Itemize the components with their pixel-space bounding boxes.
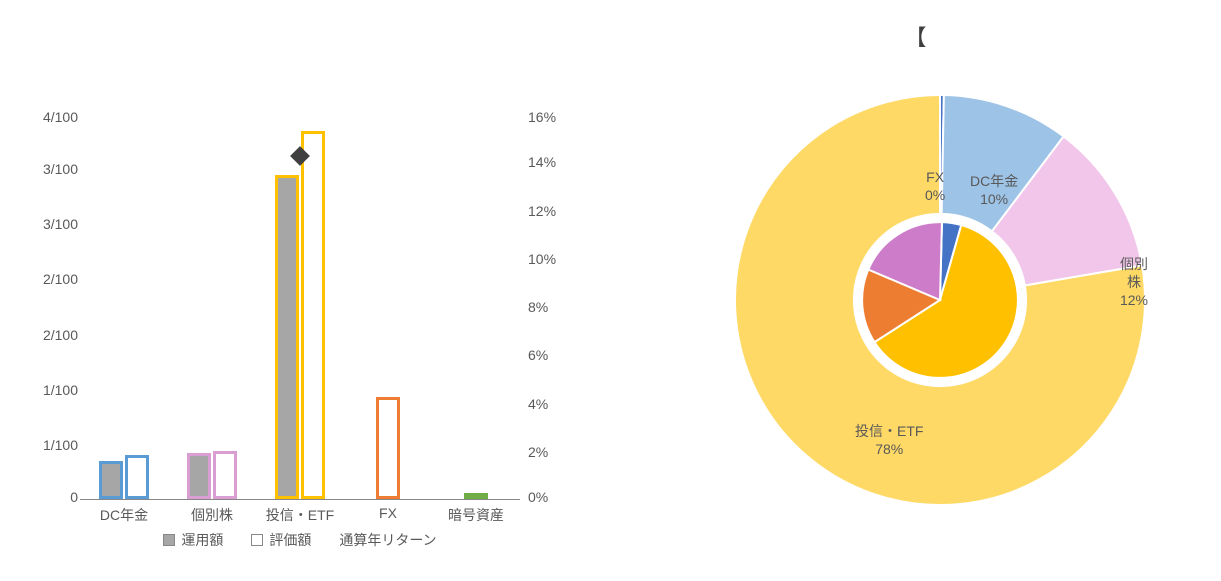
- y-right-tick: 4%: [528, 397, 578, 411]
- x-label: 暗号資産: [432, 505, 520, 525]
- y-right-tick: 16%: [528, 110, 578, 124]
- legend-valuation: 評価額: [251, 530, 311, 550]
- y-right-tick: 2%: [528, 445, 578, 459]
- x-label: DC年金: [80, 505, 168, 525]
- x-label: 投信・ETF: [256, 505, 344, 525]
- bar-valuation: [301, 131, 325, 499]
- bar-group: [80, 100, 168, 499]
- y-left-tick: 1/100: [28, 438, 78, 452]
- y-right-tick: 8%: [528, 300, 578, 314]
- donut-wrap: FX0% DC年金10% 個別株12% 投信・ETF78%: [730, 90, 1150, 510]
- y-right-tick: 0%: [528, 490, 578, 504]
- bar-operating: [99, 461, 123, 499]
- pie-title: 【: [610, 20, 1221, 52]
- pie-label-fx: FX0%: [925, 168, 945, 204]
- y-left-tick: 2/100: [28, 328, 78, 342]
- legend-operating: 運用額: [163, 530, 223, 550]
- bar-group: [168, 100, 256, 499]
- y-right-tick: 6%: [528, 348, 578, 362]
- x-axis-labels: DC年金個別株投信・ETFFX暗号資産: [80, 505, 520, 525]
- pie-label-dc: DC年金10%: [970, 172, 1018, 208]
- pie-label-kobetsu: 個別株12%: [1118, 255, 1150, 310]
- bar-valuation: [376, 397, 400, 499]
- bar-operating: [275, 175, 299, 499]
- y-left-tick: 2/100: [28, 272, 78, 286]
- bar-valuation: [213, 451, 237, 499]
- x-label: FX: [344, 505, 432, 525]
- bar-operating: [187, 453, 211, 499]
- y-axis-left: 01/1001/1002/1002/1003/1003/1004/100: [28, 100, 78, 500]
- y-left-tick: 4/100: [28, 110, 78, 124]
- y-left-tick: 3/100: [28, 162, 78, 176]
- bar-chart: 0 1/100 1/100 2/100 2/100 3/100 3/100 4/100 0% 2…: [0, 0, 610, 581]
- pie-label-toushin: 投信・ETF78%: [855, 422, 923, 458]
- legend-valuation-label: 評価額: [269, 530, 311, 550]
- bar-group: [344, 100, 432, 499]
- y-right-tick: 14%: [528, 155, 578, 169]
- bar-valuation: [464, 493, 488, 499]
- legend-return: 通算年リターン: [339, 530, 436, 550]
- legend-operating-label: 運用額: [181, 530, 223, 550]
- y-axis-right: 0%2%4%6%8%10%12%14%16%: [528, 100, 578, 500]
- y-right-tick: 10%: [528, 252, 578, 266]
- y-left-tick: 1/100: [28, 383, 78, 397]
- bar-legend: 運用額 評価額 通算年リターン: [80, 530, 520, 550]
- bar-valuation: [125, 455, 149, 499]
- y-left-tick: 0: [28, 490, 78, 504]
- legend-return-label: 通算年リターン: [339, 530, 436, 550]
- bar-plot-area: [80, 100, 520, 500]
- x-label: 個別株: [168, 505, 256, 525]
- y-left-tick: 3/100: [28, 217, 78, 231]
- bar-group: [432, 100, 520, 499]
- pie-chart: 【 FX0% DC年金10% 個別株12% 投信・ETF78%: [610, 0, 1221, 581]
- y-right-tick: 12%: [528, 204, 578, 218]
